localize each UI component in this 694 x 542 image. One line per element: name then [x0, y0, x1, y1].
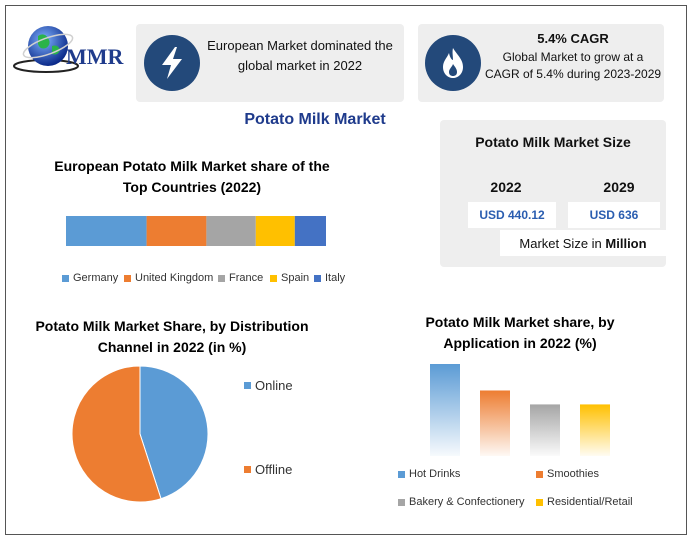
stack-segment-united-kingdom — [146, 216, 207, 246]
market-dominance-card: European Market dominated the global mar… — [136, 24, 404, 102]
legend-label: Offline — [255, 462, 293, 477]
main-title: Potato Milk Market — [244, 111, 386, 128]
legend-swatch — [314, 274, 321, 282]
legend-label: Bakery & Confectionery — [409, 496, 525, 508]
country-share-chart: European Potato Milk Market share of the… — [24, 156, 360, 296]
legend-label: Hot Drinks — [409, 468, 461, 480]
legend-label: Online — [255, 378, 293, 393]
bar-hot-drinks — [430, 364, 460, 456]
market-dominance-text: European Market dominated the global mar… — [207, 38, 393, 73]
value-2029: USD 636 — [568, 202, 660, 228]
pie-slice-offline — [71, 365, 162, 503]
legend-label: Smoothies — [547, 468, 599, 480]
stack-segment-italy — [294, 216, 326, 246]
application-chart-title: Potato Milk Market share, by Application… — [425, 314, 615, 351]
cagr-text: Global Market to grow at a CAGR of 5.4% … — [484, 50, 662, 81]
infographic-frame — [5, 5, 687, 535]
cagr-title: 5.4% CAGR — [537, 31, 609, 46]
country-legend-france: France — [218, 272, 263, 284]
value-2022: USD 440.12 — [468, 202, 556, 228]
distribution-pie — [71, 365, 209, 503]
legend-swatch — [244, 466, 251, 473]
country-chart-title: European Potato Milk Market share of the… — [54, 158, 330, 195]
note-unit: Million — [605, 235, 647, 251]
pie-slice-online — [139, 365, 209, 500]
legend-swatch — [398, 498, 405, 506]
legend-swatch — [244, 382, 251, 389]
distribution-pie-chart: Potato Milk Market Share, by Distributio… — [22, 316, 322, 516]
country-legend-germany: Germany — [62, 272, 118, 284]
market-size-title: Potato Milk Market Size — [475, 134, 631, 150]
stack-segment-germany — [66, 216, 147, 246]
legend-swatch — [62, 274, 69, 282]
application-bar-chart: Potato Milk Market share, by Application… — [392, 312, 648, 518]
legend-swatch — [398, 470, 405, 478]
legend-label: Italy — [325, 272, 346, 284]
legend-swatch — [536, 498, 543, 506]
stack-segment-france — [206, 216, 256, 246]
legend-label: United Kingdom — [135, 272, 214, 284]
legend-swatch — [218, 274, 225, 282]
logo-text: MMR — [66, 44, 124, 69]
logo: MMR — [12, 22, 138, 78]
note-prefix: Market Size in — [519, 235, 606, 251]
country-stacked-bar — [66, 216, 326, 246]
bar-bakery-confectionery — [530, 404, 560, 456]
legend-swatch — [536, 470, 543, 478]
legend-label: France — [229, 272, 264, 284]
stack-segment-spain — [255, 216, 295, 246]
country-legend-spain: Spain — [270, 272, 309, 284]
country-legend: Germany United Kingdom France Spain Italy — [24, 272, 360, 288]
bar-residential-retail — [580, 404, 610, 456]
application-legend: Hot Drinks Smoothies Bakery & Confectioner… — [392, 464, 648, 514]
legend-swatch — [270, 274, 277, 282]
legend-swatch — [124, 274, 131, 282]
country-legend-italy: Italy — [314, 272, 345, 284]
application-legend-bakery-confectionery: Bakery & Confectionery — [398, 496, 525, 508]
year-2029-label: 2029 — [603, 179, 635, 195]
legend-label: Residential/Retail — [547, 496, 633, 508]
legend-label: Spain — [281, 272, 310, 284]
application-legend-hot-drinks: Hot Drinks — [398, 468, 460, 480]
legend-label: Germany — [73, 272, 119, 284]
pie-legend-offline: Offline — [244, 462, 292, 477]
application-legend-residential-retail: Residential/Retail — [536, 496, 633, 508]
pie-chart-title: Potato Milk Market Share, by Distributio… — [35, 318, 309, 355]
pie-legend: Online Offline — [244, 378, 322, 478]
market-size-card: Potato Milk Market Size 2022 2029 USD 44… — [440, 120, 666, 267]
application-bars — [430, 364, 610, 456]
flame-icon — [425, 35, 481, 91]
year-2022-label: 2022 — [490, 179, 522, 195]
cagr-card: 5.4% CAGR Global Market to grow at a CAG… — [418, 24, 664, 102]
globe-icon — [13, 26, 79, 73]
country-legend-united-kingdom: United Kingdom — [124, 272, 213, 284]
pie-legend-online: Online — [244, 378, 293, 393]
application-legend-smoothies: Smoothies — [536, 468, 599, 480]
lightning-icon — [144, 35, 200, 91]
market-size-note: Market Size in Million — [500, 230, 666, 256]
bar-smoothies — [480, 390, 510, 456]
